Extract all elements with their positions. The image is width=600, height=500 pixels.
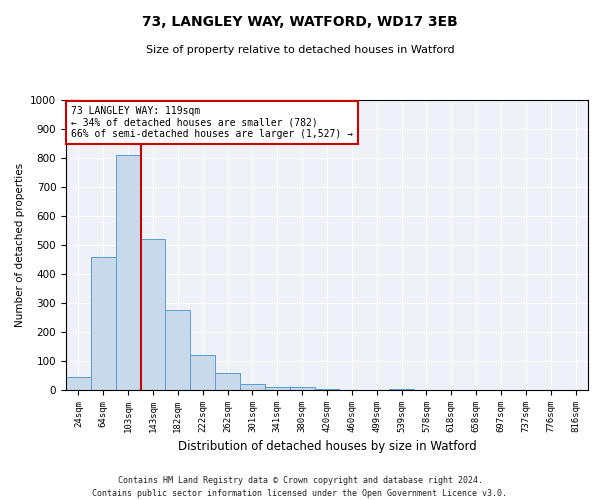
Bar bbox=[389, 388, 414, 390]
Bar bbox=[265, 387, 290, 390]
Bar bbox=[91, 256, 116, 390]
Text: Contains HM Land Registry data © Crown copyright and database right 2024.: Contains HM Land Registry data © Crown c… bbox=[118, 476, 482, 485]
Text: 73 LANGLEY WAY: 119sqm
← 34% of detached houses are smaller (782)
66% of semi-de: 73 LANGLEY WAY: 119sqm ← 34% of detached… bbox=[71, 106, 353, 139]
Bar bbox=[116, 155, 140, 390]
Bar bbox=[140, 239, 166, 390]
Bar bbox=[66, 377, 91, 390]
Text: Size of property relative to detached houses in Watford: Size of property relative to detached ho… bbox=[146, 45, 454, 55]
Bar bbox=[290, 387, 314, 390]
Text: Contains public sector information licensed under the Open Government Licence v3: Contains public sector information licen… bbox=[92, 488, 508, 498]
Bar bbox=[166, 310, 190, 390]
Bar bbox=[190, 355, 215, 390]
Bar bbox=[215, 372, 240, 390]
Text: 73, LANGLEY WAY, WATFORD, WD17 3EB: 73, LANGLEY WAY, WATFORD, WD17 3EB bbox=[142, 15, 458, 29]
Bar bbox=[314, 388, 340, 390]
Bar bbox=[240, 384, 265, 390]
X-axis label: Distribution of detached houses by size in Watford: Distribution of detached houses by size … bbox=[178, 440, 476, 454]
Y-axis label: Number of detached properties: Number of detached properties bbox=[14, 163, 25, 327]
